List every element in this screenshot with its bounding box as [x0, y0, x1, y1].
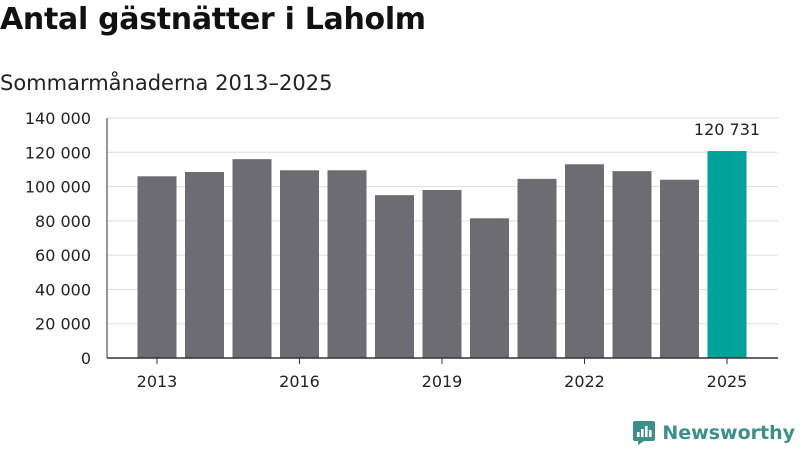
x-tick-label: 2022: [564, 372, 605, 391]
bar: [137, 176, 177, 358]
brand-logo: Newsworthy: [632, 420, 795, 446]
bar: [660, 179, 699, 358]
newsworthy-logo-icon: [633, 421, 656, 445]
chart-subtitle: Sommarmånaderna 2013–2025: [0, 71, 333, 95]
bar: [185, 172, 224, 358]
x-tick-label: 2016: [279, 372, 320, 391]
bar: [327, 170, 367, 358]
bar: [565, 164, 604, 358]
y-tick-label: 140 000: [25, 109, 91, 128]
x-tick-label: 2019: [422, 372, 463, 391]
bar-data-label: 120 731: [694, 120, 760, 139]
bar: [280, 170, 319, 358]
bar: [612, 171, 652, 358]
bar: [517, 178, 557, 358]
y-tick-label: 0: [81, 349, 91, 368]
bar: [232, 159, 272, 358]
bar-highlight: [707, 151, 747, 358]
brand-name: Newsworthy: [662, 422, 795, 444]
y-tick-label: 80 000: [35, 212, 91, 231]
y-tick-label: 120 000: [25, 143, 91, 162]
y-tick-label: 40 000: [35, 280, 91, 299]
bar: [375, 195, 414, 358]
y-tick-label: 60 000: [35, 246, 91, 265]
bar: [470, 218, 509, 358]
bar: [422, 190, 462, 358]
y-tick-label: 20 000: [35, 315, 91, 334]
x-tick-label: 2013: [137, 372, 178, 391]
chart-title: Antal gästnätter i Laholm: [0, 2, 426, 37]
x-tick-label: 2025: [707, 372, 748, 391]
y-tick-label: 100 000: [25, 178, 91, 197]
